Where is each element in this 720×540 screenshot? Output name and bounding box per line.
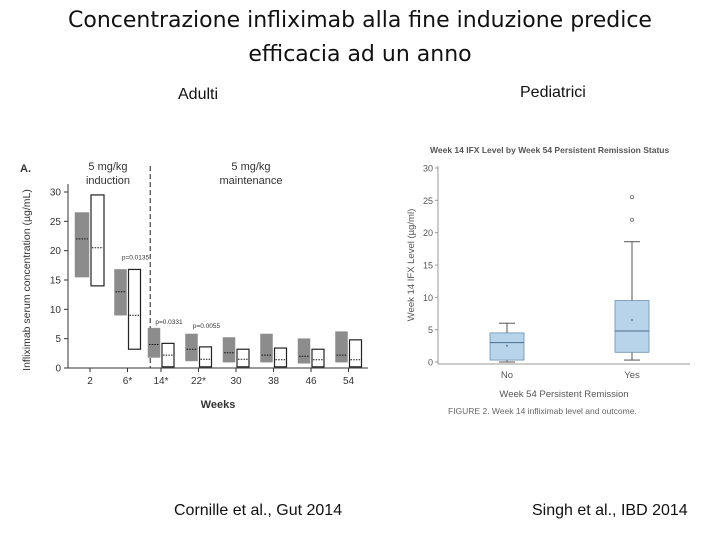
bar-nonresponders (236, 348, 250, 368)
x-axis-label: Week 54 Persistent Remission (499, 389, 628, 400)
y-tick-label: 0 (55, 364, 61, 375)
phase-label-maintenance-line2: maintenance (220, 175, 283, 187)
bar-responders (185, 333, 198, 362)
bar-responders (147, 327, 161, 358)
p-value-annotation: p=0.0331 (155, 319, 183, 326)
box (614, 300, 650, 353)
y-tick-label: 15 (423, 261, 433, 271)
y-tick-label: 10 (50, 305, 62, 316)
y-tick-label: 0 (428, 358, 433, 368)
x-tick-label: 30 (230, 376, 242, 387)
bar-nonresponders (311, 348, 325, 368)
x-tick-label: 22* (191, 376, 206, 387)
bar-nonresponders (127, 268, 142, 350)
citation-pediatric: Singh et al., IBD 2014 (532, 502, 688, 519)
x-tick-label: Yes (624, 370, 640, 381)
y-tick-label: 15 (50, 276, 62, 287)
bar-responders (297, 338, 311, 364)
outlier-point (629, 217, 634, 222)
label-pediatric: Pediatrici (520, 84, 586, 101)
y-axis-label: Week 14 IFX Level (µg/ml) (406, 209, 417, 321)
adult-bar-chart: A. 0 5 10 15 20 25 30 Infliximab serum concentra… (20, 161, 368, 411)
bar-responders (74, 212, 90, 278)
y-tick-label: 5 (428, 325, 433, 335)
y-tick-label: 20 (50, 246, 62, 257)
y-tick-label: 5 (55, 334, 61, 345)
x-tick-label: 38 (268, 376, 280, 387)
box-plot-title: Week 14 IFX Level by Week 54 Persistent … (430, 145, 669, 155)
y-tick-label: 10 (423, 293, 433, 303)
slide-title-line1: Concentrazione infliximab alla fine indu… (68, 8, 652, 33)
x-tick-label: 6* (123, 376, 133, 387)
citation-adults: Cornille et al., Gut 2014 (174, 502, 343, 519)
figure-caption: FIGURE 2. Week 14 infliximab level and o… (448, 406, 637, 416)
y-tick-label: 25 (50, 217, 62, 228)
bar-responders (222, 337, 236, 363)
bar-nonresponders (198, 346, 213, 368)
x-tick-label: 46 (305, 376, 317, 387)
y-tick-label: 20 (423, 228, 433, 238)
bar-responders (335, 331, 348, 363)
bar-nonresponders (273, 347, 288, 368)
label-adults: Adulti (178, 86, 219, 103)
p-value-annotation: p=0.0135 (122, 254, 150, 261)
y-axis-label: Infliximab serum concentration (µg/mL) (21, 189, 33, 371)
pediatric-box-plot: Week 14 IFX Level by Week 54 Persistent … (406, 145, 690, 416)
y-tick-label: 30 (423, 164, 433, 174)
x-tick-label: 54 (343, 376, 355, 387)
bar-responders (114, 269, 127, 316)
slide-title-line2: efficacia ad un anno (248, 42, 472, 67)
y-tick-label: 25 (423, 196, 433, 206)
box-mean-marker (631, 319, 633, 321)
bar-responders (260, 333, 273, 363)
phase-label-maintenance-line1: 5 mg/kg (231, 161, 270, 173)
x-tick-label: No (501, 370, 513, 381)
phase-label-induction-line1: 5 mg/kg (88, 161, 127, 173)
outlier-point (629, 195, 634, 200)
box-mean-marker (506, 344, 508, 347)
p-value-annotation: p=0.0055 (193, 323, 221, 330)
y-tick-label: 30 (50, 188, 62, 199)
x-tick-label: 2 (87, 376, 93, 387)
phase-label-induction-line2: induction (86, 175, 130, 187)
slide-title: Concentrazione infliximab alla fine indu… (20, 4, 700, 72)
panel-label: A. (20, 163, 31, 175)
bar-nonresponders (90, 194, 105, 287)
bar-nonresponders (348, 339, 363, 368)
bar-nonresponders (161, 342, 175, 368)
x-axis-label: Weeks (201, 399, 236, 411)
x-tick-label: 14* (153, 376, 168, 387)
